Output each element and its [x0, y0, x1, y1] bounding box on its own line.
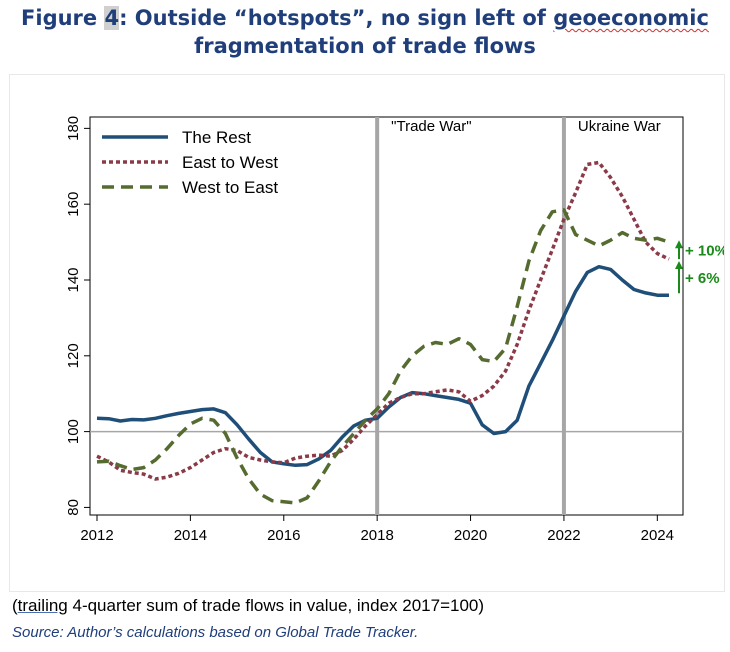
x-tick-label: 2014 [174, 527, 207, 544]
x-tick-label: 2020 [454, 527, 487, 544]
y-tick-label: 80 [65, 499, 82, 516]
x-tick-label: 2016 [267, 527, 300, 544]
legend-label: East to West [182, 153, 278, 172]
y-tick-label: 180 [65, 116, 82, 141]
x-tick-label: 2022 [547, 527, 580, 544]
title-line-1: Figure 4: Outside “hotspots”, no sign le… [21, 6, 709, 30]
y-tick-label: 120 [65, 343, 82, 368]
caption-underlined-word: trailing [17, 596, 68, 615]
y-tick-label: 160 [65, 192, 82, 217]
legend-label: West to East [182, 178, 278, 197]
plot-area [89, 116, 684, 516]
x-tick-label: 2024 [641, 527, 674, 544]
legend-label: The Rest [182, 128, 251, 147]
series-line-west-to-east [96, 208, 670, 505]
chart-caption: (trailing 4-quarter sum of trade flows i… [12, 596, 485, 615]
figure-title: Figure 4: Outside “hotspots”, no sign le… [0, 4, 730, 60]
legend: The Rest East to West West to East [102, 128, 278, 197]
annotation-arrowhead [674, 261, 683, 270]
line-chart: "Trade War" Ukraine War 80 100 120 140 160 180 2… [65, 116, 724, 544]
annotation-group: + 10% + 6% [674, 240, 724, 294]
event-label: "Trade War" [391, 118, 471, 135]
event-label: Ukraine War [578, 118, 661, 135]
annotation-label: + 10% [685, 243, 724, 260]
x-tick-label: 2018 [360, 527, 393, 544]
x-tick-label: 2012 [80, 527, 113, 544]
chart-frame: "Trade War" Ukraine War 80 100 120 140 160 180 2… [9, 74, 725, 592]
y-tick-label: 140 [65, 267, 82, 292]
spellcheck-word: geoeconomic [553, 6, 709, 30]
title-line-2: fragmentation of trade flows [194, 34, 536, 58]
figure-number: 4 [104, 6, 120, 30]
annotation-label: + 6% [685, 270, 720, 287]
annotation-arrowhead [674, 240, 683, 249]
source-note: Source: Author’s calculations based on G… [12, 624, 419, 641]
series-line-the-rest [96, 264, 669, 468]
y-tick-label: 100 [65, 419, 82, 444]
